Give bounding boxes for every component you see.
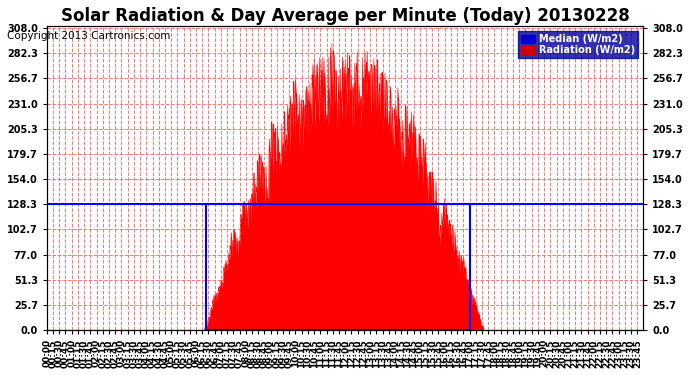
Bar xyxy=(206,204,469,330)
Title: Solar Radiation & Day Average per Minute (Today) 20130228: Solar Radiation & Day Average per Minute… xyxy=(61,7,629,25)
Text: Copyright 2013 Cartronics.com: Copyright 2013 Cartronics.com xyxy=(7,32,170,41)
Legend: Median (W/m2), Radiation (W/m2): Median (W/m2), Radiation (W/m2) xyxy=(518,32,638,58)
